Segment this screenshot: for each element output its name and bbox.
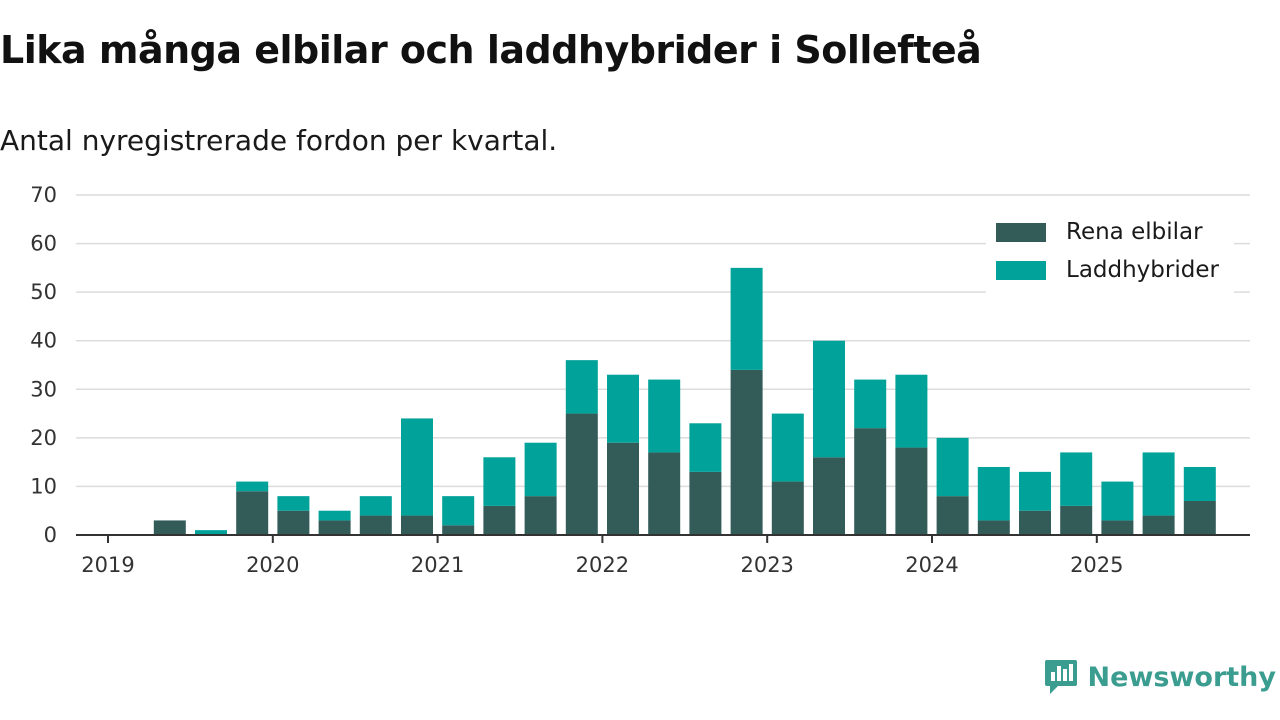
bar-rena-elbilar-2024-k3: [1019, 510, 1051, 535]
bar-laddhybrider-2021-k1: [442, 496, 475, 526]
bar-laddhybrider-2020-k2: [318, 510, 351, 521]
bar-laddhybrider-2019-k4: [236, 481, 269, 492]
bar-rena-elbilar-2021-k1: [442, 525, 475, 535]
legend-label-rena-elbilar: Rena elbilar: [1066, 219, 1203, 245]
legend-item-rena-elbilar: Rena elbilar: [996, 216, 1203, 248]
bar-laddhybrider-2024-k4: [1060, 452, 1093, 506]
bar-laddhybrider-2023-k2: [813, 340, 845, 458]
bar-rena-elbilar-2019-k2: [153, 520, 186, 535]
legend-swatch-laddhybrider: [996, 260, 1046, 280]
bars: [153, 267, 1216, 535]
bar-rena-elbilar-2024-k4: [1060, 505, 1093, 535]
bar-rena-elbilar-2024-k2: [977, 520, 1010, 535]
bar-rena-elbilar-2023-k1: [771, 481, 804, 535]
bar-rena-elbilar-2022-k4: [730, 369, 763, 535]
newsworthy-brand: Newsworthy: [1044, 658, 1276, 696]
bar-rena-elbilar-2020-k1: [277, 510, 310, 535]
y-tick-label-50: 50: [30, 280, 57, 304]
bar-rena-elbilar-2025-k2: [1142, 515, 1175, 535]
bar-rena-elbilar-2020-k3: [359, 515, 392, 535]
brand-name: Newsworthy: [1087, 661, 1276, 693]
y-tick-label-10: 10: [30, 474, 57, 498]
legend-swatch-rena-elbilar: [996, 222, 1046, 242]
bar-laddhybrider-2023-k4: [895, 374, 928, 448]
bar-laddhybrider-2022-k4: [730, 267, 763, 370]
bar-laddhybrider-2025-k1: [1101, 481, 1134, 521]
y-tick-label-20: 20: [30, 426, 57, 450]
bar-rena-elbilar-2023-k2: [813, 457, 845, 535]
bar-laddhybrider-2024-k1: [936, 437, 969, 497]
bar-laddhybrider-2020-k4: [401, 418, 433, 516]
legend-label-laddhybrider: Laddhybrider: [1066, 257, 1219, 283]
bar-laddhybrider-2025-k2: [1142, 452, 1175, 516]
bar-rena-elbilar-2022-k1: [607, 442, 639, 535]
bar-laddhybrider-2025-k3: [1183, 467, 1216, 501]
bar-laddhybrider-2021-k4: [565, 360, 598, 414]
bar-rena-elbilar-2021-k3: [524, 496, 557, 535]
bar-rena-elbilar-2019-k4: [236, 491, 269, 535]
y-tick-label-30: 30: [30, 377, 57, 401]
bar-laddhybrider-2022-k1: [607, 374, 639, 443]
x-tick-label-2021: 2021: [411, 553, 464, 577]
legend-item-laddhybrider: Laddhybrider: [996, 254, 1219, 286]
bar-laddhybrider-2024-k2: [977, 467, 1010, 521]
bar-rena-elbilar-2024-k1: [936, 496, 969, 535]
bar-rena-elbilar-2025-k3: [1183, 501, 1216, 535]
x-tick-label-2020: 2020: [246, 553, 299, 577]
y-tick-label-0: 0: [44, 523, 57, 547]
bar-laddhybrider-2022-k3: [689, 423, 722, 472]
x-tick-label-2023: 2023: [740, 553, 793, 577]
bar-laddhybrider-2021-k2: [483, 457, 516, 506]
bar-rena-elbilar-2021-k2: [483, 505, 516, 535]
bar-rena-elbilar-2023-k4: [895, 447, 928, 535]
bar-rena-elbilar-2022-k3: [689, 471, 722, 535]
x-tick-label-2022: 2022: [576, 553, 629, 577]
bar-rena-elbilar-2021-k4: [565, 413, 598, 535]
bar-laddhybrider-2023-k1: [771, 413, 804, 482]
y-tick-label-40: 40: [30, 329, 57, 353]
legend: Rena elbilar Laddhybrider: [986, 210, 1234, 294]
y-tick-label-60: 60: [30, 232, 57, 256]
bar-laddhybrider-2024-k3: [1019, 471, 1051, 511]
bar-rena-elbilar-2020-k4: [401, 515, 433, 535]
bar-laddhybrider-2019-k3: [195, 530, 227, 535]
chart-subtitle: Antal nyregistrerade fordon per kvartal.: [0, 124, 558, 157]
bar-laddhybrider-2022-k2: [648, 379, 681, 453]
axes: 0 10 20 30 40 50 60 70 2019 2020 2021 2022 2023 2024 2…: [30, 183, 1250, 577]
newsworthy-logo-icon: [1044, 660, 1077, 694]
bar-laddhybrider-2021-k3: [524, 442, 557, 497]
y-tick-label-70: 70: [30, 183, 57, 207]
bar-rena-elbilar-2023-k3: [854, 428, 887, 535]
bar-laddhybrider-2023-k3: [854, 379, 887, 429]
x-tick-label-2025: 2025: [1070, 553, 1123, 577]
bar-laddhybrider-2020-k1: [277, 496, 310, 511]
bar-rena-elbilar-2020-k2: [318, 520, 351, 535]
x-tick-label-2024: 2024: [905, 553, 958, 577]
stacked-bar-chart: 0 10 20 30 40 50 60 70 2019 2020 2021 2022 2023 2024 2…: [30, 183, 1250, 577]
x-tick-label-2019: 2019: [81, 553, 134, 577]
bar-laddhybrider-2020-k3: [359, 496, 392, 516]
chart-title: Lika många elbilar och laddhybrider i So…: [0, 28, 982, 72]
bar-rena-elbilar-2025-k1: [1101, 520, 1134, 535]
bar-rena-elbilar-2022-k2: [648, 452, 681, 535]
